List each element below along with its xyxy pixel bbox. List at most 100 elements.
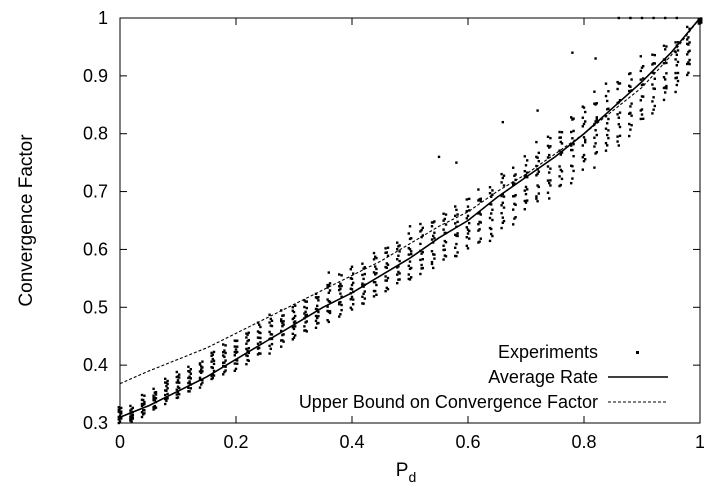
- experiment-point: [143, 412, 146, 415]
- experiment-point: [303, 299, 306, 302]
- experiment-point: [512, 208, 515, 211]
- experiment-point: [234, 348, 238, 351]
- experiment-point: [444, 213, 448, 216]
- experiment-point: [571, 148, 574, 152]
- experiment-point: [526, 159, 529, 162]
- experiment-point: [664, 86, 667, 89]
- experiment-point: [129, 409, 132, 412]
- experiment-point: [465, 217, 468, 220]
- experiment-point: [152, 387, 155, 391]
- experiment-point: [594, 129, 597, 132]
- experiment-point: [268, 344, 271, 348]
- experiment-point: [604, 94, 608, 98]
- experiment-point: [304, 321, 307, 324]
- experiment-point: [653, 77, 656, 80]
- experiment-point: [639, 78, 642, 81]
- average-rate-line: [119, 17, 701, 418]
- experiment-point: [604, 141, 608, 145]
- experiment-point: [386, 276, 390, 280]
- experiment-point: [501, 176, 504, 180]
- experiment-point: [421, 250, 424, 254]
- experiment-point: [363, 272, 366, 276]
- experiment-point: [291, 326, 294, 329]
- experiment-point: [350, 308, 354, 311]
- experiment-point: [339, 287, 342, 290]
- experiment-point: [454, 205, 457, 208]
- experiment-point: [652, 62, 655, 65]
- experiment-point: [686, 62, 689, 66]
- experiment-point: [594, 142, 597, 145]
- experiment-point: [142, 402, 145, 406]
- experiment-point: [210, 354, 213, 357]
- experiment-point: [444, 223, 448, 226]
- experiment-point: [280, 329, 283, 333]
- experiment-point: [537, 170, 540, 173]
- experiment-point: [233, 350, 236, 354]
- experiment-point: [572, 142, 575, 146]
- experiment-point: [245, 336, 248, 339]
- legend-swatch-experiments: [636, 351, 639, 354]
- experiment-point: [292, 327, 296, 331]
- experiment-point: [558, 149, 561, 152]
- experiment-point: [397, 265, 400, 268]
- experiment-point: [630, 124, 633, 127]
- experiment-point: [523, 169, 526, 173]
- experiment-point: [607, 136, 610, 140]
- experiment-point: [130, 408, 133, 411]
- experiment-point: [340, 274, 343, 277]
- experiment-point: [338, 285, 341, 288]
- experiment-point: [294, 325, 297, 328]
- experiment-point: [430, 221, 434, 224]
- experiment-point: [523, 208, 526, 211]
- experiment-point: [456, 232, 459, 235]
- experiment-point: [165, 384, 168, 388]
- experiment-point: [247, 351, 250, 355]
- experiment-point: [372, 258, 376, 261]
- experiment-outlier-point: [327, 271, 330, 274]
- experiment-point: [291, 338, 294, 341]
- experiment-point: [282, 333, 285, 336]
- experiment-point: [294, 320, 297, 323]
- experiment-point: [652, 108, 655, 111]
- experiment-point: [584, 110, 587, 114]
- experiment-point: [546, 156, 550, 159]
- experiment-point: [224, 359, 227, 362]
- experiment-point: [466, 232, 470, 235]
- experiment-point: [258, 323, 261, 326]
- experiment-point: [674, 58, 677, 61]
- experiment-point: [607, 107, 610, 110]
- experiment-point: [397, 270, 400, 274]
- experiment-point: [584, 141, 587, 144]
- experiment-point: [349, 287, 352, 290]
- experiment-point: [246, 349, 249, 353]
- experiment-point: [526, 188, 529, 191]
- experiment-point: [433, 231, 436, 234]
- experiment-point: [502, 206, 506, 209]
- experiment-point: [675, 76, 678, 79]
- experiment-point: [166, 387, 169, 390]
- experiment-point: [349, 298, 352, 301]
- experiment-point: [140, 415, 144, 419]
- experiment-point: [513, 217, 516, 220]
- experiment-point: [407, 253, 410, 256]
- experiment-point: [629, 105, 632, 108]
- experiment-point: [222, 373, 225, 376]
- experiment-point: [270, 333, 274, 336]
- experiment-point: [305, 320, 308, 323]
- experiment-point: [224, 369, 227, 372]
- experiment-point: [316, 316, 319, 320]
- experiment-point: [164, 393, 167, 397]
- experiment-point: [639, 117, 642, 121]
- experiment-point: [686, 53, 689, 56]
- experiment-point: [233, 354, 236, 357]
- experiment-point: [618, 82, 622, 85]
- experiment-point: [200, 383, 203, 386]
- experiment-point: [396, 241, 399, 244]
- experiment-point: [339, 292, 342, 295]
- experiment-point: [477, 229, 480, 232]
- experiment-point: [270, 342, 274, 346]
- experiment-point: [120, 410, 123, 413]
- experiment-point: [117, 415, 120, 419]
- experiment-point: [178, 393, 181, 396]
- experiment-point: [282, 320, 285, 323]
